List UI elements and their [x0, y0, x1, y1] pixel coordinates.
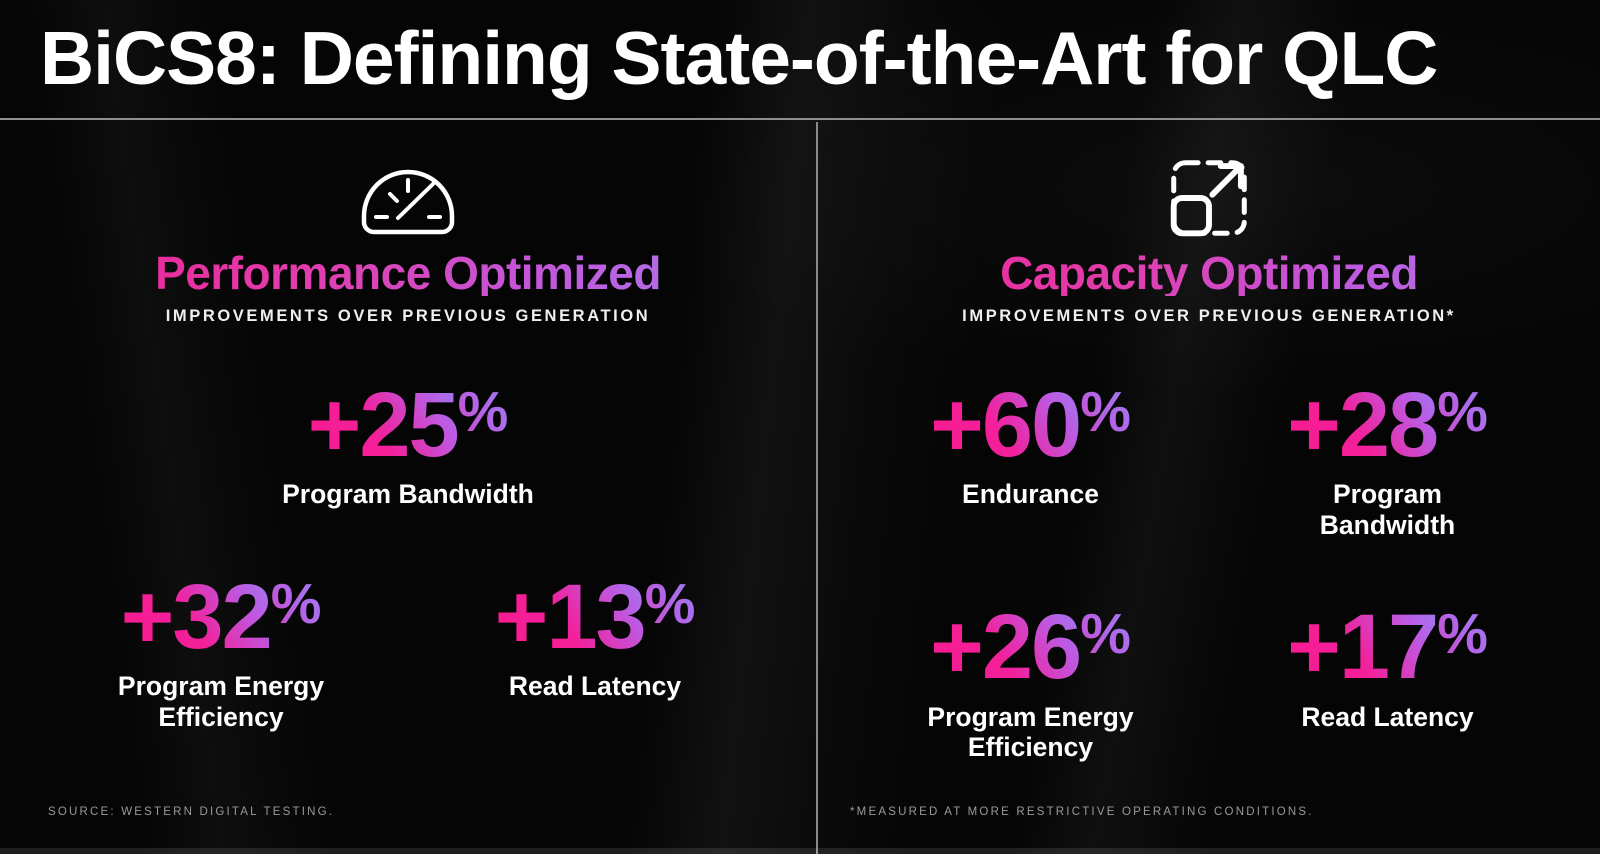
conditions-footnote: *MEASURED AT MORE RESTRICTIVE OPERATING …	[850, 806, 1314, 818]
capacity-stat-row-2: +26% Program Energy Efficiency +17% Read…	[818, 596, 1600, 763]
slide-title: BiCS8: Defining State-of-the-Art for QLC	[40, 16, 1438, 100]
stat-value: +25%	[282, 374, 534, 476]
stat-value: +60%	[852, 374, 1209, 476]
stat-value: +32%	[34, 565, 408, 668]
stat-number: +13	[494, 565, 647, 668]
column-divider	[816, 122, 818, 854]
stat-number: +32	[120, 565, 273, 668]
percent-sign: %	[644, 571, 696, 636]
stat-value: +26%	[852, 596, 1209, 699]
stat-value: +17%	[1209, 596, 1566, 699]
stat-number: +17	[1287, 596, 1439, 699]
stat-number: +25	[307, 374, 460, 476]
stat-endurance: +60% Endurance	[852, 374, 1209, 540]
percent-sign: %	[457, 380, 509, 444]
performance-stat-row-2: +32% Program Energy Efficiency +13% Read…	[0, 565, 816, 732]
stat-value: +13%	[408, 565, 782, 668]
performance-panel: Performance Optimized IMPROVEMENTS OVER …	[0, 122, 816, 854]
stat-label: Program Energy Efficiency	[117, 671, 325, 732]
capacity-panel: Capacity Optimized IMPROVEMENTS OVER PRE…	[818, 122, 1600, 854]
source-footnote: SOURCE: WESTERN DIGITAL TESTING.	[48, 806, 335, 818]
capacity-heading: Capacity Optimized	[818, 250, 1600, 296]
stat-value: +28%	[1209, 374, 1566, 476]
stat-program-bandwidth: +25% Program Bandwidth	[282, 374, 534, 510]
percent-sign: %	[270, 571, 322, 636]
capacity-stat-row-1: +60% Endurance +28% Program Bandwidth	[818, 374, 1600, 540]
stat-label: Program Energy Efficiency	[927, 701, 1134, 763]
stat-program-bandwidth: +28% Program Bandwidth	[1209, 374, 1566, 540]
expand-icon	[818, 156, 1600, 240]
stat-read-latency: +17% Read Latency	[1209, 596, 1566, 762]
percent-sign: %	[1080, 602, 1131, 667]
stat-program-energy-efficiency: +32% Program Energy Efficiency	[34, 565, 408, 732]
stat-program-energy-efficiency: +26% Program Energy Efficiency	[852, 596, 1209, 763]
performance-stat-row-1: +25% Program Bandwidth	[0, 374, 816, 510]
stat-label: Program Bandwidth	[1319, 479, 1456, 540]
percent-sign: %	[1437, 602, 1488, 667]
percent-sign: %	[1080, 380, 1131, 444]
performance-heading: Performance Optimized	[0, 250, 816, 296]
stat-number: +26	[930, 596, 1082, 699]
stat-label: Read Latency	[1301, 701, 1474, 732]
stat-label: Program Bandwidth	[282, 479, 534, 510]
percent-sign: %	[1437, 380, 1488, 444]
performance-subheading: IMPROVEMENTS OVER PREVIOUS GENERATION	[165, 307, 651, 325]
speedometer-icon	[0, 156, 816, 240]
stat-label: Endurance	[962, 479, 1099, 510]
capacity-subheading: IMPROVEMENTS OVER PREVIOUS GENERATION*	[962, 307, 1456, 325]
slide-header: BiCS8: Defining State-of-the-Art for QLC	[0, 0, 1600, 120]
stat-number: +60	[930, 374, 1082, 476]
stat-read-latency: +13% Read Latency	[408, 565, 782, 732]
stat-number: +28	[1287, 374, 1439, 476]
columns-container: Performance Optimized IMPROVEMENTS OVER …	[0, 122, 1600, 854]
stat-label: Read Latency	[508, 671, 682, 702]
